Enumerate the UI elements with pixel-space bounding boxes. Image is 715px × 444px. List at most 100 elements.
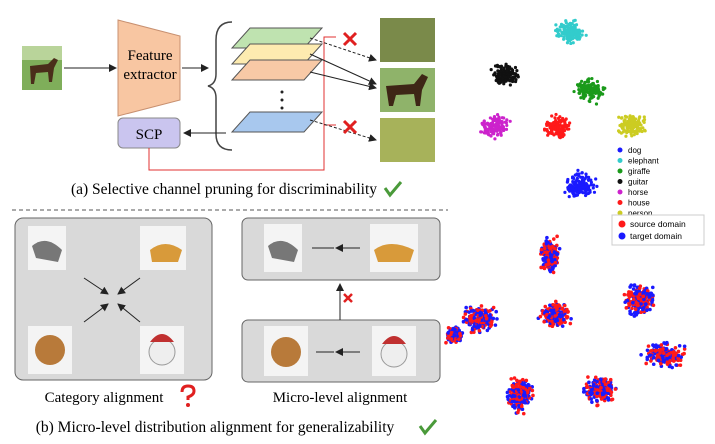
point	[510, 394, 515, 399]
point	[579, 96, 583, 100]
point	[653, 349, 658, 353]
point	[516, 388, 521, 392]
point	[505, 118, 509, 122]
point	[561, 317, 566, 322]
point	[544, 255, 549, 260]
point	[564, 125, 568, 129]
point	[571, 191, 575, 195]
illustration	[148, 338, 176, 366]
question-icon	[180, 384, 196, 407]
point	[661, 359, 666, 363]
block-label: Feature	[128, 48, 173, 64]
point	[578, 35, 582, 39]
point	[594, 384, 599, 389]
pruned-feature-image	[380, 18, 435, 62]
block-label: extractor	[123, 67, 176, 83]
point	[508, 65, 512, 69]
cross-icon	[342, 31, 358, 47]
point	[449, 330, 454, 335]
point	[461, 319, 466, 324]
point	[484, 131, 488, 135]
point	[567, 195, 571, 199]
legend-marker	[617, 189, 623, 195]
point	[574, 182, 578, 186]
check-icon	[418, 419, 438, 436]
point	[566, 177, 570, 182]
point	[586, 178, 591, 182]
point	[634, 289, 639, 294]
point	[661, 351, 666, 355]
point	[569, 32, 573, 36]
point	[591, 382, 596, 387]
point	[482, 119, 486, 124]
point	[548, 131, 553, 135]
point	[474, 319, 478, 323]
point	[489, 123, 494, 127]
point	[545, 120, 550, 124]
point	[557, 246, 562, 251]
point	[515, 397, 519, 401]
point	[557, 322, 562, 326]
point	[581, 390, 586, 394]
point	[663, 341, 668, 346]
point	[485, 121, 490, 125]
point	[617, 115, 621, 119]
point	[493, 128, 497, 132]
point	[490, 128, 495, 132]
illustration	[268, 240, 298, 262]
feature-map	[230, 59, 324, 81]
point	[572, 176, 576, 180]
point	[625, 130, 629, 134]
point	[636, 310, 640, 315]
point	[472, 316, 477, 321]
legend-marker	[617, 210, 623, 216]
point	[550, 319, 554, 324]
point	[595, 79, 600, 84]
point	[645, 348, 650, 353]
point	[625, 298, 630, 303]
point	[590, 387, 594, 392]
point	[472, 324, 476, 328]
point	[547, 314, 552, 318]
legend-marker	[617, 168, 623, 174]
point	[513, 394, 517, 399]
point	[625, 115, 629, 119]
point	[580, 79, 584, 83]
point	[449, 337, 454, 341]
brace	[207, 21, 233, 151]
arrow	[309, 37, 377, 62]
point	[592, 183, 596, 187]
point	[674, 363, 678, 367]
point	[584, 33, 588, 37]
point	[601, 92, 605, 96]
point	[628, 285, 632, 289]
point	[522, 394, 527, 399]
point	[502, 80, 506, 84]
point	[461, 315, 466, 320]
legend-marker	[617, 200, 623, 205]
point	[560, 129, 564, 134]
point	[673, 346, 678, 350]
point	[638, 292, 642, 296]
point	[678, 363, 683, 367]
point	[616, 129, 621, 133]
point	[642, 120, 646, 124]
point	[620, 116, 624, 120]
pruned-feature-image	[380, 118, 435, 162]
point	[483, 310, 488, 315]
point	[579, 175, 583, 179]
point	[488, 315, 493, 320]
illustration	[35, 335, 65, 365]
tsne-plot	[444, 234, 687, 416]
point	[488, 308, 492, 313]
point	[508, 119, 512, 123]
point	[550, 324, 555, 329]
point	[648, 307, 652, 312]
block-label: SCP	[136, 127, 163, 143]
point	[494, 119, 499, 124]
point	[583, 80, 587, 84]
point	[641, 126, 645, 130]
point	[636, 303, 640, 308]
point	[521, 411, 526, 416]
point	[571, 41, 575, 45]
